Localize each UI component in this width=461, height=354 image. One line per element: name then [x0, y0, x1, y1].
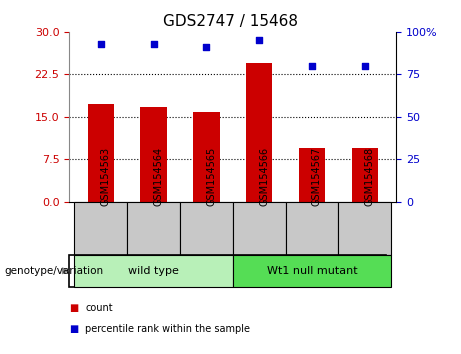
Text: percentile rank within the sample: percentile rank within the sample: [85, 324, 250, 333]
Text: genotype/variation: genotype/variation: [5, 266, 104, 276]
Text: wild type: wild type: [128, 266, 179, 276]
Bar: [141, 107, 167, 202]
Bar: [127, 202, 180, 255]
Text: GSM154566: GSM154566: [259, 147, 269, 206]
Bar: [246, 63, 272, 202]
Text: ■: ■: [69, 303, 78, 313]
Bar: [88, 104, 114, 202]
Bar: [180, 202, 233, 255]
Text: GSM154567: GSM154567: [312, 147, 322, 206]
Text: Wt1 null mutant: Wt1 null mutant: [266, 266, 357, 276]
Bar: [338, 202, 391, 255]
Bar: [74, 202, 127, 255]
Text: GSM154565: GSM154565: [207, 147, 216, 206]
Point: [150, 41, 157, 47]
Bar: [193, 112, 219, 202]
Bar: [74, 255, 233, 287]
Point: [308, 63, 316, 69]
Text: GDS2747 / 15468: GDS2747 / 15468: [163, 14, 298, 29]
Bar: [286, 202, 338, 255]
Text: GSM154568: GSM154568: [365, 147, 375, 206]
Bar: [352, 148, 378, 202]
Text: GSM154563: GSM154563: [101, 147, 111, 206]
Text: ■: ■: [69, 324, 78, 333]
Point: [361, 63, 368, 69]
Text: count: count: [85, 303, 113, 313]
Point: [255, 38, 263, 43]
Bar: [299, 148, 325, 202]
Point: [97, 41, 105, 47]
Point: [203, 44, 210, 50]
Bar: [233, 255, 391, 287]
Bar: [233, 202, 286, 255]
Text: GSM154564: GSM154564: [154, 147, 164, 206]
